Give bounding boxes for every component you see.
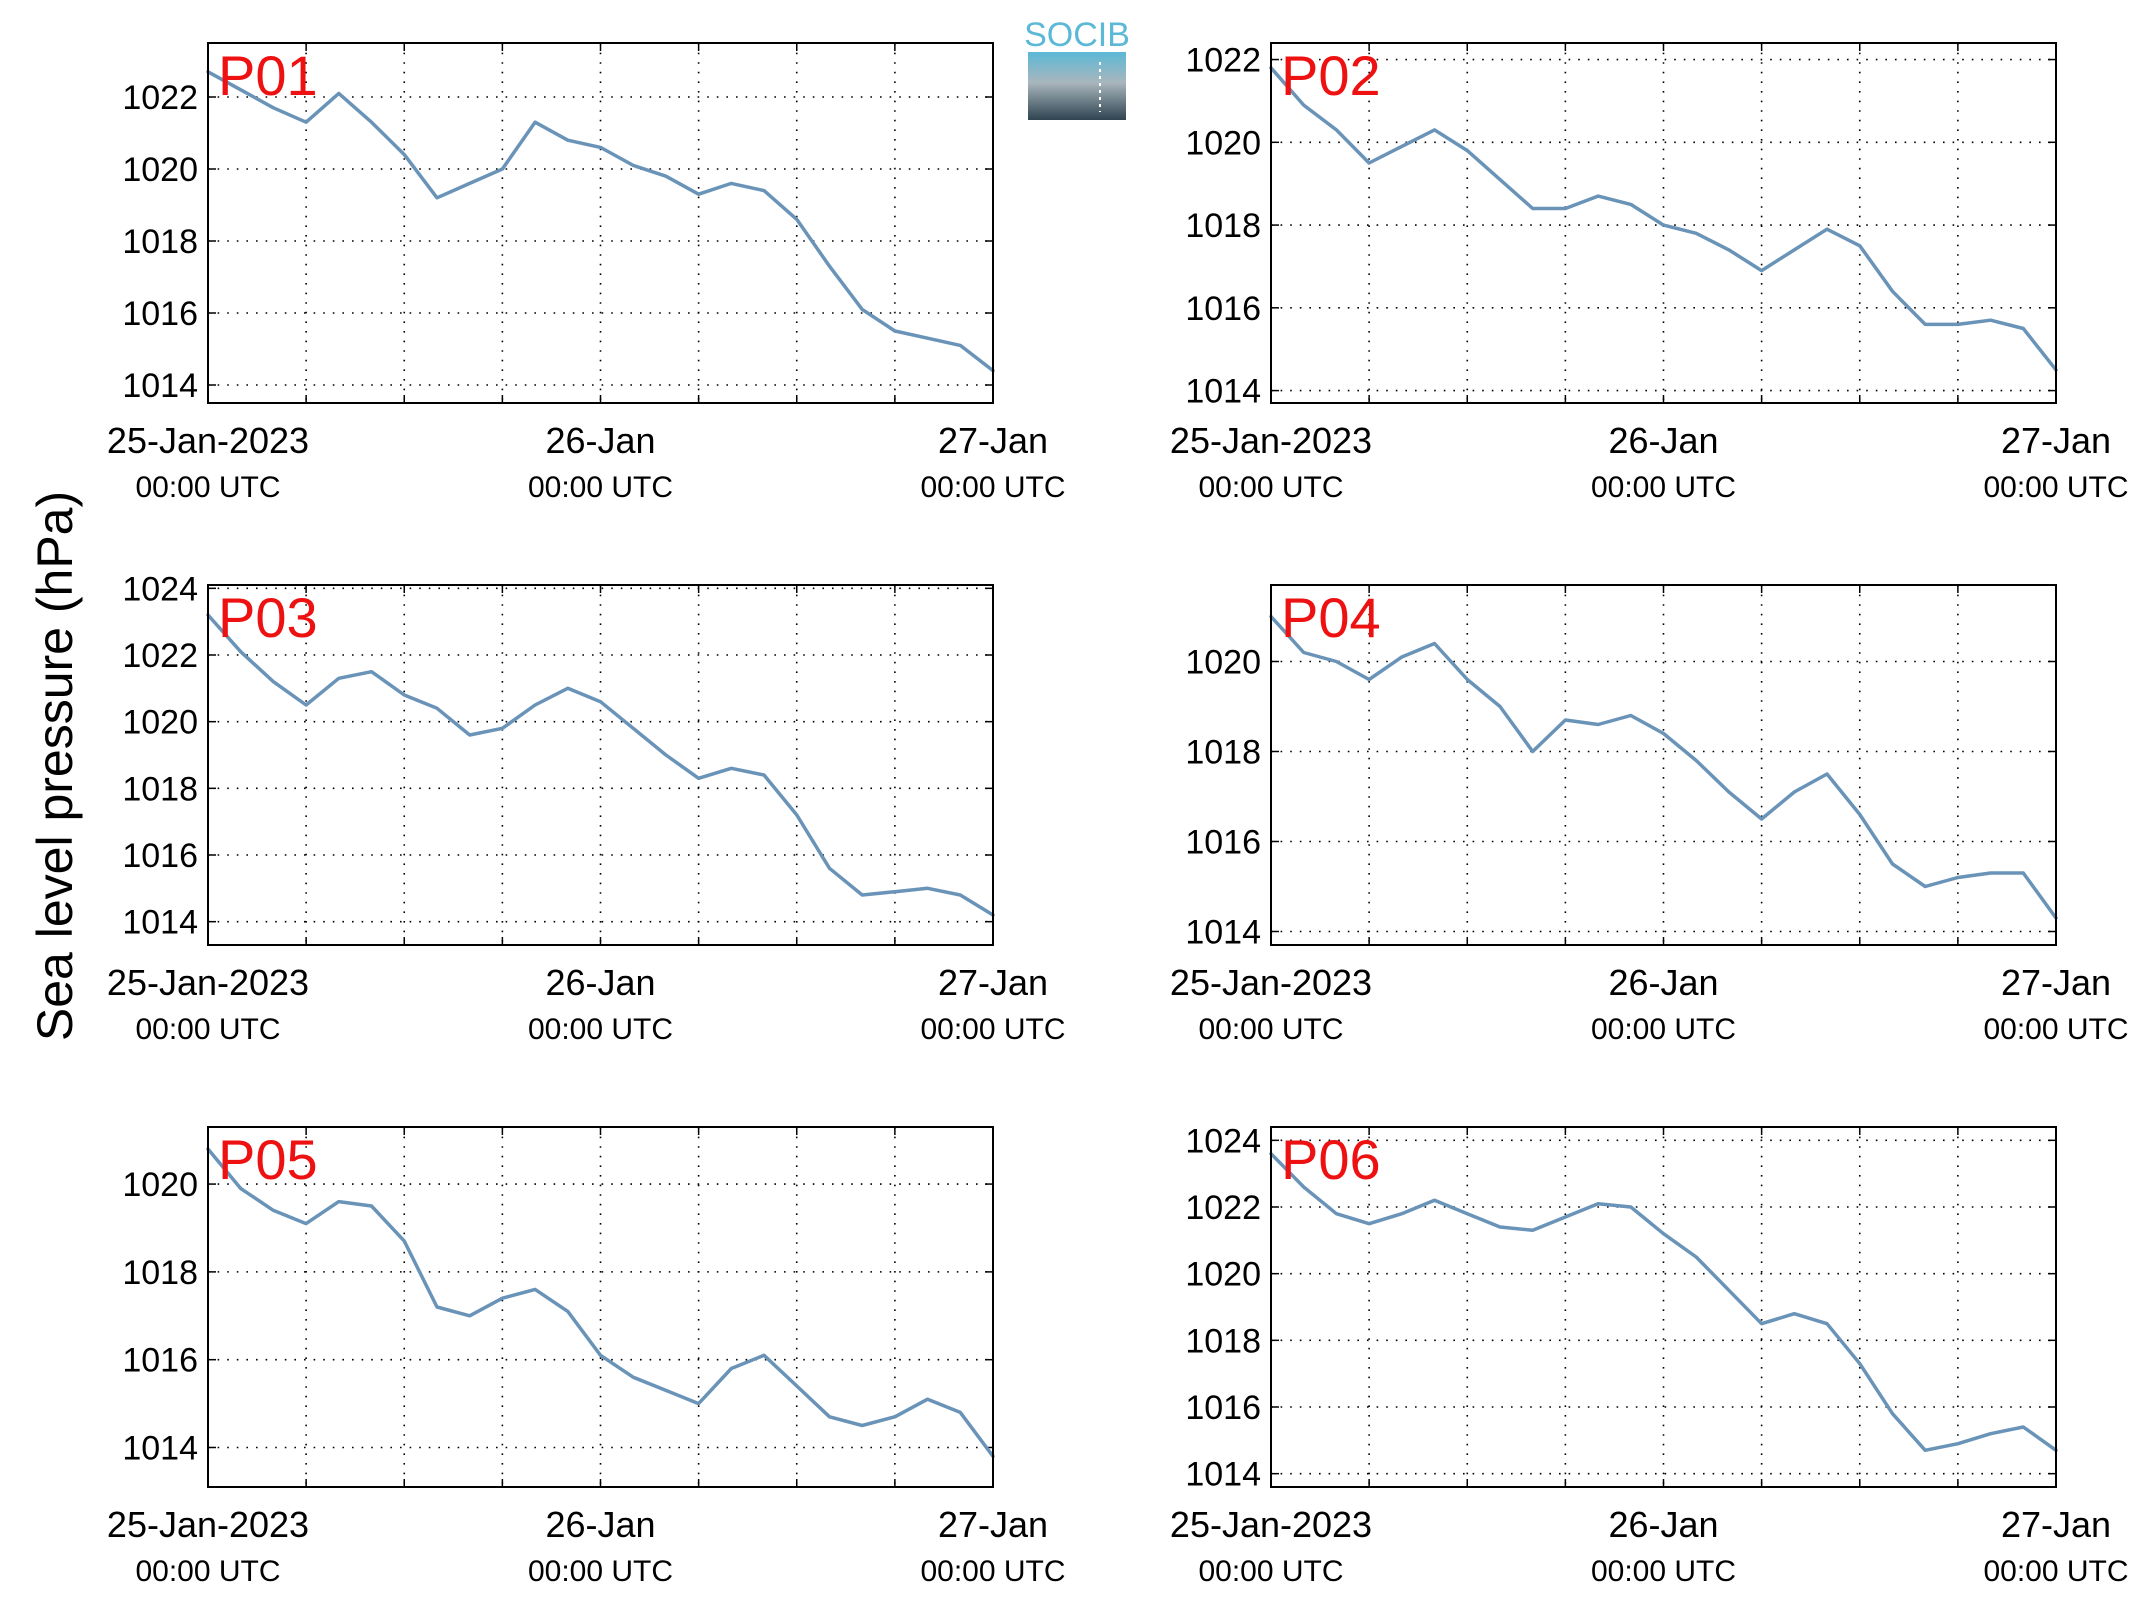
p02-x-tick-sublabel: 00:00 UTC [1591,471,1736,504]
p01-panel-label: P01 [218,44,318,107]
p05-axes-frame [207,1126,994,1488]
p06-y-tick-label: 1016 [1185,1389,1261,1427]
p03-y-tick-label: 1024 [122,570,198,608]
p03-x-tick-label: 27-Jan [938,962,1048,1003]
p04-x-tick-label: 26-Jan [1608,962,1718,1003]
p04-y-tick-label: 1014 [1185,914,1261,952]
p02-x-tick-sublabel: 00:00 UTC [1198,471,1343,504]
p02-x-tick-label: 26-Jan [1608,420,1718,461]
p02-y-tick-label: 1022 [1185,42,1261,80]
panel-p01: 1014 1016 1018 1020 1022 P01 25-Jan-2023 00:00 … [107,42,1066,504]
p06-x-tick-label: 26-Jan [1608,1504,1718,1545]
p01-x-tick-sublabel: 00:00 UTC [920,471,1065,504]
p06-x-tick-sublabel: 00:00 UTC [1591,1555,1736,1588]
p03-x-tick-label: 25-Jan-2023 [107,962,309,1003]
p03-y-tick-label: 1016 [122,837,198,875]
p03-axes-frame [207,584,994,946]
p01-y-tick-label: 1016 [122,295,198,333]
logo-text: SOCIB [1024,16,1130,54]
p05-x-tick-sublabel: 00:00 UTC [528,1555,673,1588]
logo-gradient-box [1028,52,1126,120]
y-axis-label: Sea level pressure (hPa) [27,491,83,1041]
p03-x-tick-label: 26-Jan [545,962,655,1003]
p04-axes-frame [1270,584,2057,946]
p01-x-tick-label: 26-Jan [545,420,655,461]
p02-y-tick-label: 1014 [1185,373,1261,411]
p01-x-tick-sublabel: 00:00 UTC [528,471,673,504]
p03-x-tick-sublabel: 00:00 UTC [528,1013,673,1046]
p02-axes-frame [1270,42,2057,404]
p04-x-tick-sublabel: 00:00 UTC [1198,1013,1343,1046]
p05-x-tick-sublabel: 00:00 UTC [920,1555,1065,1588]
p01-y-tick-label: 1014 [122,367,198,405]
p05-x-tick-label: 26-Jan [545,1504,655,1545]
panel-p03: 1014 1016 1018 1020 1022 1024 P03 25-Jan-2023 00… [107,570,1066,1046]
p02-x-tick-sublabel: 00:00 UTC [1983,471,2128,504]
p01-y-tick-label: 1018 [122,223,198,261]
p06-y-tick-label: 1020 [1185,1256,1261,1294]
p04-x-tick-label: 27-Jan [2001,962,2111,1003]
p06-x-tick-sublabel: 00:00 UTC [1983,1555,2128,1588]
p05-x-tick-sublabel: 00:00 UTC [135,1555,280,1588]
p05-y-tick-label: 1014 [122,1429,198,1467]
p06-x-tick-label: 27-Jan [2001,1504,2111,1545]
p01-x-tick-label: 27-Jan [938,420,1048,461]
p04-x-tick-sublabel: 00:00 UTC [1591,1013,1736,1046]
p03-panel-label: P03 [218,586,318,649]
p01-x-tick-label: 25-Jan-2023 [107,420,309,461]
p03-y-tick-label: 1022 [122,637,198,675]
p06-y-tick-label: 1022 [1185,1189,1261,1227]
p05-panel-label: P05 [218,1128,318,1191]
panel-p04: 1014 1016 1018 1020 P04 25-Jan-2023 00:00 UTC 2… [1170,584,2129,1046]
p05-x-tick-label: 27-Jan [938,1504,1048,1545]
p06-panel-label: P06 [1281,1128,1381,1191]
p03-y-tick-label: 1018 [122,770,198,808]
p04-x-tick-sublabel: 00:00 UTC [1983,1013,2128,1046]
p01-x-tick-sublabel: 00:00 UTC [135,471,280,504]
p02-y-tick-label: 1020 [1185,124,1261,162]
p06-y-tick-label: 1024 [1185,1122,1261,1160]
panel-p02: 1014 1016 1018 1020 1022 P02 25-Jan-2023 00:00 … [1170,42,2129,504]
p01-axes-frame [207,42,994,404]
p02-panel-label: P02 [1281,44,1381,107]
p04-x-tick-label: 25-Jan-2023 [1170,962,1372,1003]
p03-y-tick-label: 1020 [122,704,198,742]
p04-y-tick-label: 1018 [1185,734,1261,772]
p06-axes-frame [1270,1126,2057,1488]
p03-x-tick-sublabel: 00:00 UTC [920,1013,1065,1046]
panel-p06: 1014 1016 1018 1020 1022 1024 P06 25-Jan-2023 00… [1170,1122,2129,1588]
p03-y-tick-label: 1014 [122,904,198,942]
p05-y-tick-label: 1016 [122,1342,198,1380]
p04-y-tick-label: 1016 [1185,824,1261,862]
p01-y-tick-label: 1020 [122,151,198,189]
p06-y-tick-label: 1014 [1185,1456,1261,1494]
p06-x-tick-label: 25-Jan-2023 [1170,1504,1372,1545]
p02-x-tick-label: 27-Jan [2001,420,2111,461]
p04-panel-label: P04 [1281,586,1381,649]
p05-y-tick-label: 1020 [122,1166,198,1204]
p05-x-tick-label: 25-Jan-2023 [107,1504,309,1545]
p06-x-tick-sublabel: 00:00 UTC [1198,1555,1343,1588]
p05-y-tick-label: 1018 [122,1254,198,1292]
p06-y-tick-label: 1018 [1185,1322,1261,1360]
p02-y-tick-label: 1016 [1185,290,1261,328]
socib-logo: SOCIB [1024,16,1130,120]
p03-x-tick-sublabel: 00:00 UTC [135,1013,280,1046]
p01-y-tick-label: 1022 [122,79,198,117]
panel-p05: 1014 1016 1018 1020 P05 25-Jan-2023 00:00 UTC 2… [107,1126,1066,1588]
p02-x-tick-label: 25-Jan-2023 [1170,420,1372,461]
p04-y-tick-label: 1020 [1185,644,1261,682]
p02-y-tick-label: 1018 [1185,207,1261,245]
